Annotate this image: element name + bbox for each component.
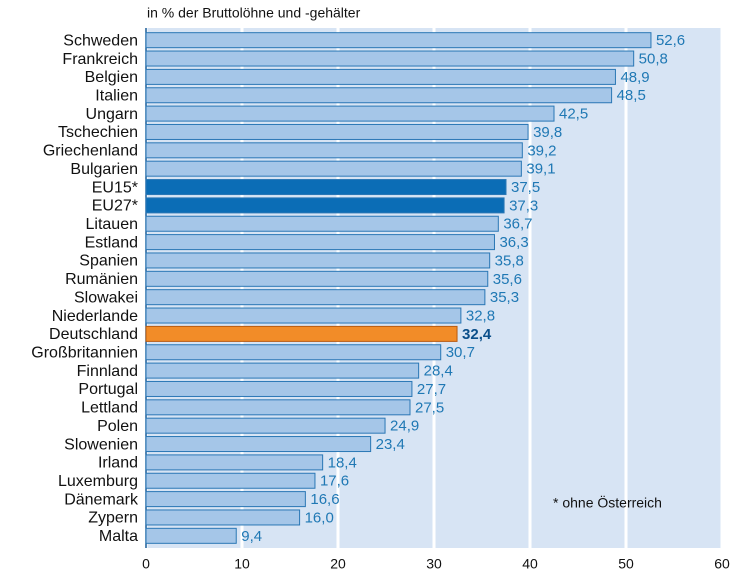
bar bbox=[145, 344, 442, 361]
x-tick-label: 40 bbox=[522, 556, 538, 572]
value-label: 48,9 bbox=[620, 69, 649, 86]
x-tick-label: 60 bbox=[714, 556, 730, 572]
bar bbox=[145, 289, 486, 306]
value-label: 18,4 bbox=[328, 454, 357, 471]
bar bbox=[145, 527, 237, 544]
y-tick-label: EU27* bbox=[92, 198, 138, 215]
y-tick-label: EU15* bbox=[92, 179, 138, 196]
value-label: 30,7 bbox=[446, 344, 475, 361]
bar bbox=[145, 32, 652, 49]
value-label: 42,5 bbox=[559, 106, 588, 123]
y-tick-label: Irland bbox=[98, 455, 138, 472]
value-label: 28,4 bbox=[424, 363, 453, 380]
x-tick-label: 0 bbox=[142, 556, 150, 572]
value-label: 27,5 bbox=[415, 399, 444, 416]
bar bbox=[145, 179, 507, 196]
bar bbox=[145, 472, 316, 489]
value-label: 39,8 bbox=[533, 124, 562, 141]
bar bbox=[145, 325, 458, 342]
value-label: 16,6 bbox=[310, 491, 339, 508]
value-label: 37,3 bbox=[509, 197, 538, 214]
bar bbox=[145, 142, 523, 159]
value-label: 23,4 bbox=[376, 436, 405, 453]
y-tick-label: Großbritannien bbox=[31, 344, 138, 361]
y-tick-label: Deutschland bbox=[49, 326, 138, 343]
bar bbox=[145, 234, 495, 251]
y-tick-label: Finnland bbox=[77, 363, 138, 380]
bar bbox=[145, 87, 613, 104]
bar bbox=[145, 491, 306, 508]
annotation: * ohne Österreich bbox=[553, 494, 662, 511]
value-label: 9,4 bbox=[241, 528, 262, 545]
y-tick-label: Zypern bbox=[88, 510, 138, 527]
bar bbox=[145, 436, 372, 453]
y-tick-label: Schweden bbox=[63, 32, 138, 49]
y-tick-label: Dänemark bbox=[64, 491, 139, 508]
bar bbox=[145, 50, 635, 67]
y-tick-label: Slowakei bbox=[74, 289, 138, 306]
bar bbox=[145, 160, 522, 177]
y-tick-label: Ungarn bbox=[86, 106, 138, 123]
value-label: 24,9 bbox=[390, 418, 419, 435]
y-tick-label: Italien bbox=[95, 87, 138, 104]
value-label: 16,0 bbox=[305, 509, 334, 526]
bar bbox=[145, 509, 301, 526]
bar bbox=[145, 270, 489, 287]
y-tick-label: Estland bbox=[85, 234, 138, 251]
y-tick-label: Litauen bbox=[86, 216, 139, 233]
bar bbox=[145, 105, 555, 122]
bar bbox=[145, 362, 420, 379]
y-tick-label: Luxemburg bbox=[58, 473, 138, 490]
value-label: 36,3 bbox=[499, 234, 528, 251]
bar bbox=[145, 399, 411, 416]
value-label: 35,8 bbox=[495, 252, 524, 269]
y-tick-label: Rumänien bbox=[65, 271, 138, 288]
bar bbox=[145, 380, 413, 397]
x-tick-label: 50 bbox=[618, 556, 634, 572]
bar bbox=[145, 252, 491, 269]
bar bbox=[145, 307, 462, 324]
bar bbox=[145, 417, 386, 434]
y-tick-label: Polen bbox=[97, 418, 138, 435]
x-tick-label: 20 bbox=[330, 556, 346, 572]
y-tick-label: Frankreich bbox=[62, 51, 138, 68]
value-label: 50,8 bbox=[639, 51, 668, 68]
value-label: 52,6 bbox=[656, 32, 685, 49]
bar bbox=[145, 215, 499, 232]
bar bbox=[145, 454, 324, 471]
y-tick-label: Griechenland bbox=[43, 143, 138, 160]
y-tick-label: Belgien bbox=[85, 69, 138, 86]
x-tick-label: 10 bbox=[234, 556, 250, 572]
bar bbox=[145, 123, 529, 140]
value-label: 17,6 bbox=[320, 473, 349, 490]
y-tick-label: Niederlande bbox=[52, 308, 138, 325]
x-tick-label: 30 bbox=[426, 556, 442, 572]
value-label: 39,1 bbox=[526, 161, 555, 178]
value-label: 48,5 bbox=[617, 87, 646, 104]
value-label: 32,4 bbox=[462, 326, 492, 343]
y-tick-label: Lettland bbox=[81, 400, 138, 417]
y-tick-label: Malta bbox=[99, 528, 138, 545]
y-tick-label: Spanien bbox=[79, 253, 138, 270]
value-label: 36,7 bbox=[503, 216, 532, 233]
value-label: 35,3 bbox=[490, 289, 519, 306]
y-tick-label: Tschechien bbox=[58, 124, 138, 141]
value-label: 39,2 bbox=[527, 142, 556, 159]
y-tick-label: Bulgarien bbox=[70, 161, 138, 178]
value-label: 27,7 bbox=[417, 381, 446, 398]
y-tick-label: Slowenien bbox=[64, 436, 138, 453]
value-label: 32,8 bbox=[466, 308, 495, 325]
subtitle: in % der Bruttolöhne und -gehälter bbox=[147, 5, 361, 21]
value-label: 35,6 bbox=[493, 271, 522, 288]
value-label: 37,5 bbox=[511, 179, 540, 196]
bar bbox=[145, 197, 505, 214]
bar bbox=[145, 68, 616, 85]
y-tick-label: Portugal bbox=[78, 381, 138, 398]
